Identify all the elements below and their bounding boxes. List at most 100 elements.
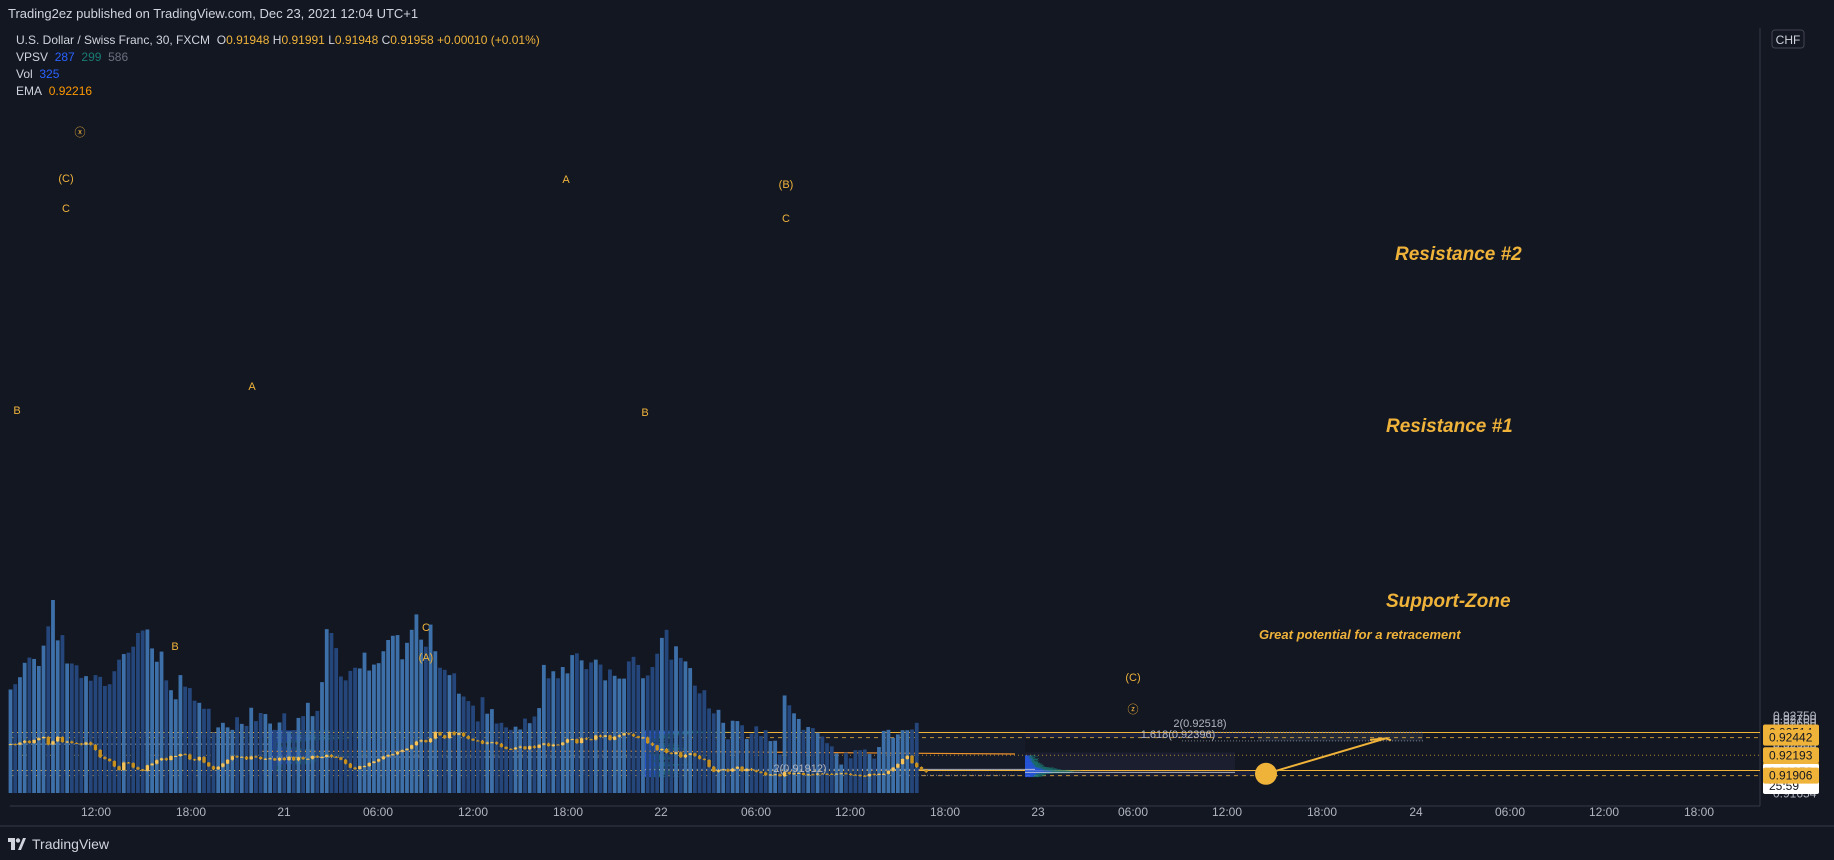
candle-body xyxy=(872,773,876,775)
candle-body xyxy=(726,769,730,772)
volume-bar xyxy=(221,722,225,793)
candle-body xyxy=(575,739,579,744)
symbol-name: U.S. Dollar / Swiss Franc, 30, FXCM xyxy=(16,33,211,47)
candle-body xyxy=(735,766,740,769)
candle-body xyxy=(641,737,645,739)
volume-bar xyxy=(858,750,862,793)
volume-bar xyxy=(239,723,244,793)
volume-bar xyxy=(674,646,678,793)
profile-bar-down xyxy=(1031,755,1036,756)
volume-bar xyxy=(457,693,461,793)
volume-bar xyxy=(471,705,475,793)
candle-body xyxy=(721,769,725,771)
candle-body xyxy=(216,766,220,770)
volume-bar xyxy=(490,709,494,793)
volume-bar xyxy=(428,624,433,793)
wave-label: A xyxy=(562,174,570,186)
candle-body xyxy=(792,773,796,775)
candle-body xyxy=(79,743,83,745)
vpsv-up: 287 xyxy=(54,50,75,64)
vol-legend[interactable]: Vol 325 xyxy=(16,67,60,81)
profile-bar-up xyxy=(270,731,284,733)
volume-bar xyxy=(197,702,202,793)
candle-body xyxy=(117,766,121,771)
tradingview-footer[interactable]: TradingView xyxy=(8,832,109,856)
candle-body xyxy=(325,754,329,757)
profile-bar-down xyxy=(658,757,670,759)
candle-body xyxy=(716,770,721,772)
volume-bar xyxy=(480,697,485,793)
volume-bar xyxy=(46,626,51,793)
candle-body xyxy=(268,758,272,760)
profile-bar-down xyxy=(648,741,652,743)
candle-body xyxy=(612,736,617,740)
time-tick: 21 xyxy=(277,805,291,819)
candle-body xyxy=(820,773,825,775)
profile-bar-down xyxy=(1055,770,1081,772)
profile-bar-down xyxy=(1036,774,1046,776)
volume-bar xyxy=(782,695,787,793)
profile-bar-down xyxy=(305,730,334,731)
profile-bar-down xyxy=(1032,758,1039,759)
volume-bar xyxy=(183,686,188,793)
candle-body xyxy=(282,757,286,761)
volume-bar xyxy=(763,730,768,793)
candle-body xyxy=(339,757,343,760)
volume-bar xyxy=(88,680,93,793)
price-tick: 0.92750 xyxy=(1773,709,1817,723)
volume-bar xyxy=(730,720,735,793)
volume-bar xyxy=(688,668,693,793)
candle-body xyxy=(150,763,154,766)
volume-bar xyxy=(414,614,419,793)
candle-body xyxy=(844,773,848,775)
candle-body xyxy=(169,756,173,760)
volume-bar xyxy=(65,663,70,793)
volume-bar xyxy=(390,635,395,793)
candle-body xyxy=(315,756,319,758)
volume-bar xyxy=(787,705,792,793)
annotations: Resistance #2 Resistance #1 Support-Zone Gr… xyxy=(1259,244,1522,642)
volume-bar xyxy=(645,675,650,793)
candle-body xyxy=(513,747,518,750)
candle-body xyxy=(905,755,909,759)
time-tick: 06:00 xyxy=(1118,805,1148,819)
candle-body xyxy=(70,741,74,743)
candle-body xyxy=(419,740,423,742)
candle-body xyxy=(89,742,93,745)
wave-labels: ⓧ (C) C B A B C (A) A (B) C B (C) ⓩ xyxy=(13,126,1140,716)
volume-bar xyxy=(759,736,763,793)
wave-label: (C) xyxy=(1125,672,1140,684)
time-tick: 24 xyxy=(1409,805,1423,819)
profile-bar-down xyxy=(295,750,316,751)
time-tick: 18:00 xyxy=(1684,805,1714,819)
volume-bar xyxy=(697,693,702,793)
volume-bar xyxy=(886,729,891,793)
wave-label: A xyxy=(248,381,256,393)
price-tick: 0.92700 xyxy=(1773,712,1817,726)
volume-bar xyxy=(169,690,173,793)
volume-bar xyxy=(659,637,664,793)
candle-body xyxy=(886,770,891,774)
candle-body xyxy=(589,739,593,741)
fib-projection-box xyxy=(1258,732,1423,741)
volume-bar xyxy=(834,753,839,793)
ema-legend[interactable]: EMA 0.92216 xyxy=(16,84,93,98)
candle-body xyxy=(254,756,258,758)
volume-bar xyxy=(735,721,740,793)
candle-body xyxy=(457,732,461,735)
volume-bar xyxy=(230,729,235,793)
candle-body xyxy=(225,759,230,764)
profile-bar-down xyxy=(655,760,664,761)
candle-body xyxy=(136,767,140,770)
candle-body xyxy=(518,746,522,748)
vpsv-legend[interactable]: VPSV 287 299 586 xyxy=(16,50,129,64)
volume-bar xyxy=(702,690,707,793)
profile-bar-down xyxy=(1032,756,1038,757)
wave-label: C xyxy=(782,213,790,225)
volume-bar xyxy=(329,632,334,793)
volume-bar xyxy=(235,717,239,793)
candle-body xyxy=(768,774,773,776)
wave-label: B xyxy=(641,407,648,419)
change-value: +0.00010 (+0.01%) xyxy=(437,33,540,47)
